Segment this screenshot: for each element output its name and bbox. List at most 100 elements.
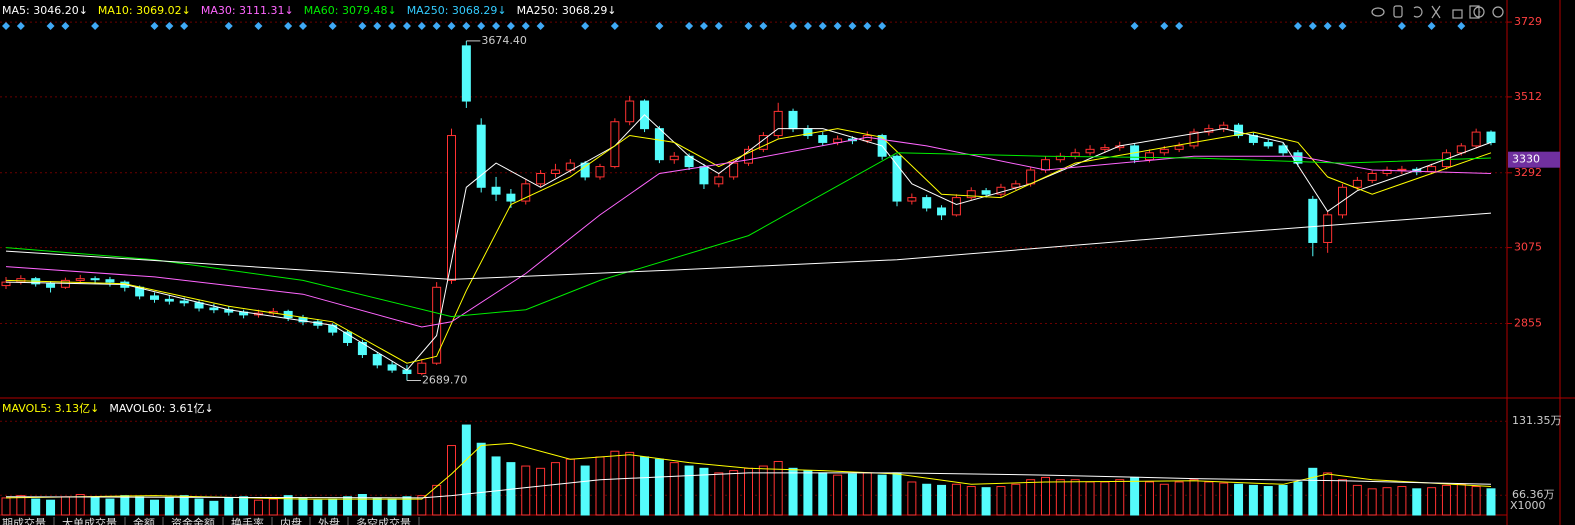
candle-body	[1397, 168, 1407, 171]
signal-marker	[447, 22, 456, 30]
tab[interactable]: 大单成交量	[62, 516, 117, 525]
candle-body	[951, 197, 961, 216]
candle-body	[1234, 124, 1244, 137]
candle-body	[669, 155, 679, 161]
volume-bar	[1, 497, 11, 516]
volume-bar	[625, 451, 635, 516]
tab[interactable]: 金额	[133, 516, 155, 525]
volume-bar	[1471, 486, 1481, 516]
candle-body	[179, 300, 189, 304]
legend-entry: MA30: 3111.31↓	[201, 4, 294, 17]
tab[interactable]: 期成交量	[2, 516, 46, 525]
signal-marker	[1160, 22, 1169, 30]
candle-body	[595, 166, 605, 178]
candle-body	[417, 362, 427, 375]
annotation-label: 3674.40	[481, 34, 526, 47]
undo-icon[interactable]	[1413, 6, 1423, 18]
eye-icon[interactable]	[1371, 7, 1385, 17]
candle-body	[922, 197, 932, 209]
candle-body	[729, 162, 739, 178]
volume-bar	[1115, 479, 1125, 516]
candle-body	[892, 155, 902, 202]
volume-bar	[194, 498, 204, 516]
signal-marker	[789, 22, 798, 30]
signal-marker	[714, 22, 723, 30]
volume-bar	[46, 499, 56, 516]
volume-bar	[996, 486, 1006, 516]
hand-icon[interactable]	[1393, 5, 1403, 18]
lock-icon[interactable]	[1452, 9, 1463, 19]
candle-body	[907, 197, 917, 202]
signal-marker	[299, 22, 307, 30]
volume-bar	[744, 467, 753, 516]
volume-bar	[1412, 488, 1422, 516]
doc-icon[interactable]	[1469, 5, 1480, 19]
signal-marker	[685, 22, 694, 30]
legend-entry: MAVOL60: 3.61亿↓	[109, 402, 213, 415]
candle-body	[90, 278, 100, 281]
candle-body	[75, 278, 85, 281]
signal-marker	[1323, 22, 1332, 30]
zoom-in-icon[interactable]	[1473, 6, 1485, 18]
signal-marker	[1308, 22, 1317, 30]
tab[interactable]: 内盘	[280, 516, 302, 525]
volume-bar	[922, 483, 932, 516]
cut-icon[interactable]	[1431, 5, 1441, 19]
candle-body	[1308, 198, 1318, 243]
current-price-box	[1508, 151, 1560, 168]
volume-bar	[1441, 484, 1451, 516]
candle-body	[209, 307, 219, 311]
ma-line	[5, 212, 1492, 280]
signal-marker	[1293, 22, 1302, 30]
volume-bar	[981, 487, 991, 516]
volume-bar	[402, 496, 412, 516]
volume-bar	[937, 484, 947, 516]
volume-bar	[847, 473, 857, 516]
volume-bar	[1011, 483, 1021, 516]
signal-marker	[803, 22, 812, 30]
volume-bar	[357, 494, 367, 516]
signal-marker	[180, 22, 189, 30]
signal-marker	[1338, 22, 1347, 30]
volume-bar	[417, 495, 427, 516]
volume-bar	[461, 424, 471, 516]
volume-bar	[580, 465, 590, 516]
signal-marker	[492, 22, 501, 30]
candle-body	[1263, 141, 1273, 147]
tab[interactable]: 外盘	[318, 516, 340, 525]
volume-bar	[536, 467, 546, 516]
volume-bar	[550, 462, 560, 516]
candle-body	[580, 162, 590, 178]
volume-bar	[1234, 483, 1244, 516]
signal-marker	[744, 22, 753, 30]
volume-bar	[1248, 484, 1258, 516]
volume-bar	[1338, 479, 1347, 516]
legend-entry: MAVOL5: 3.13亿↓	[2, 402, 99, 415]
candle-body	[788, 110, 798, 130]
signal-marker	[462, 22, 471, 30]
volume-bar	[1219, 482, 1229, 516]
candle-body	[1070, 152, 1080, 157]
signal-marker	[150, 22, 159, 30]
volume-bar	[1293, 481, 1303, 516]
volume-bar	[268, 498, 278, 516]
signal-marker	[759, 22, 768, 30]
candle-body	[654, 128, 664, 161]
volume-bar	[1174, 481, 1184, 516]
zoom-out-icon[interactable]	[1492, 6, 1504, 18]
candle-body	[966, 190, 976, 199]
candle-body	[1367, 172, 1377, 181]
volume-bar	[1130, 476, 1140, 516]
volume-bar	[1382, 487, 1392, 516]
tab[interactable]: 资金金额	[171, 516, 215, 525]
y-tick-label: 3075	[1514, 241, 1542, 254]
candle-body	[1471, 131, 1481, 147]
volume-bar	[640, 456, 650, 516]
volume-bar	[1352, 484, 1362, 516]
volume-bar	[239, 496, 249, 516]
tab[interactable]: 多空成交量	[356, 516, 411, 525]
candle-body	[506, 193, 516, 202]
tab[interactable]: 换手率	[231, 516, 264, 525]
volume-bar	[833, 474, 843, 516]
